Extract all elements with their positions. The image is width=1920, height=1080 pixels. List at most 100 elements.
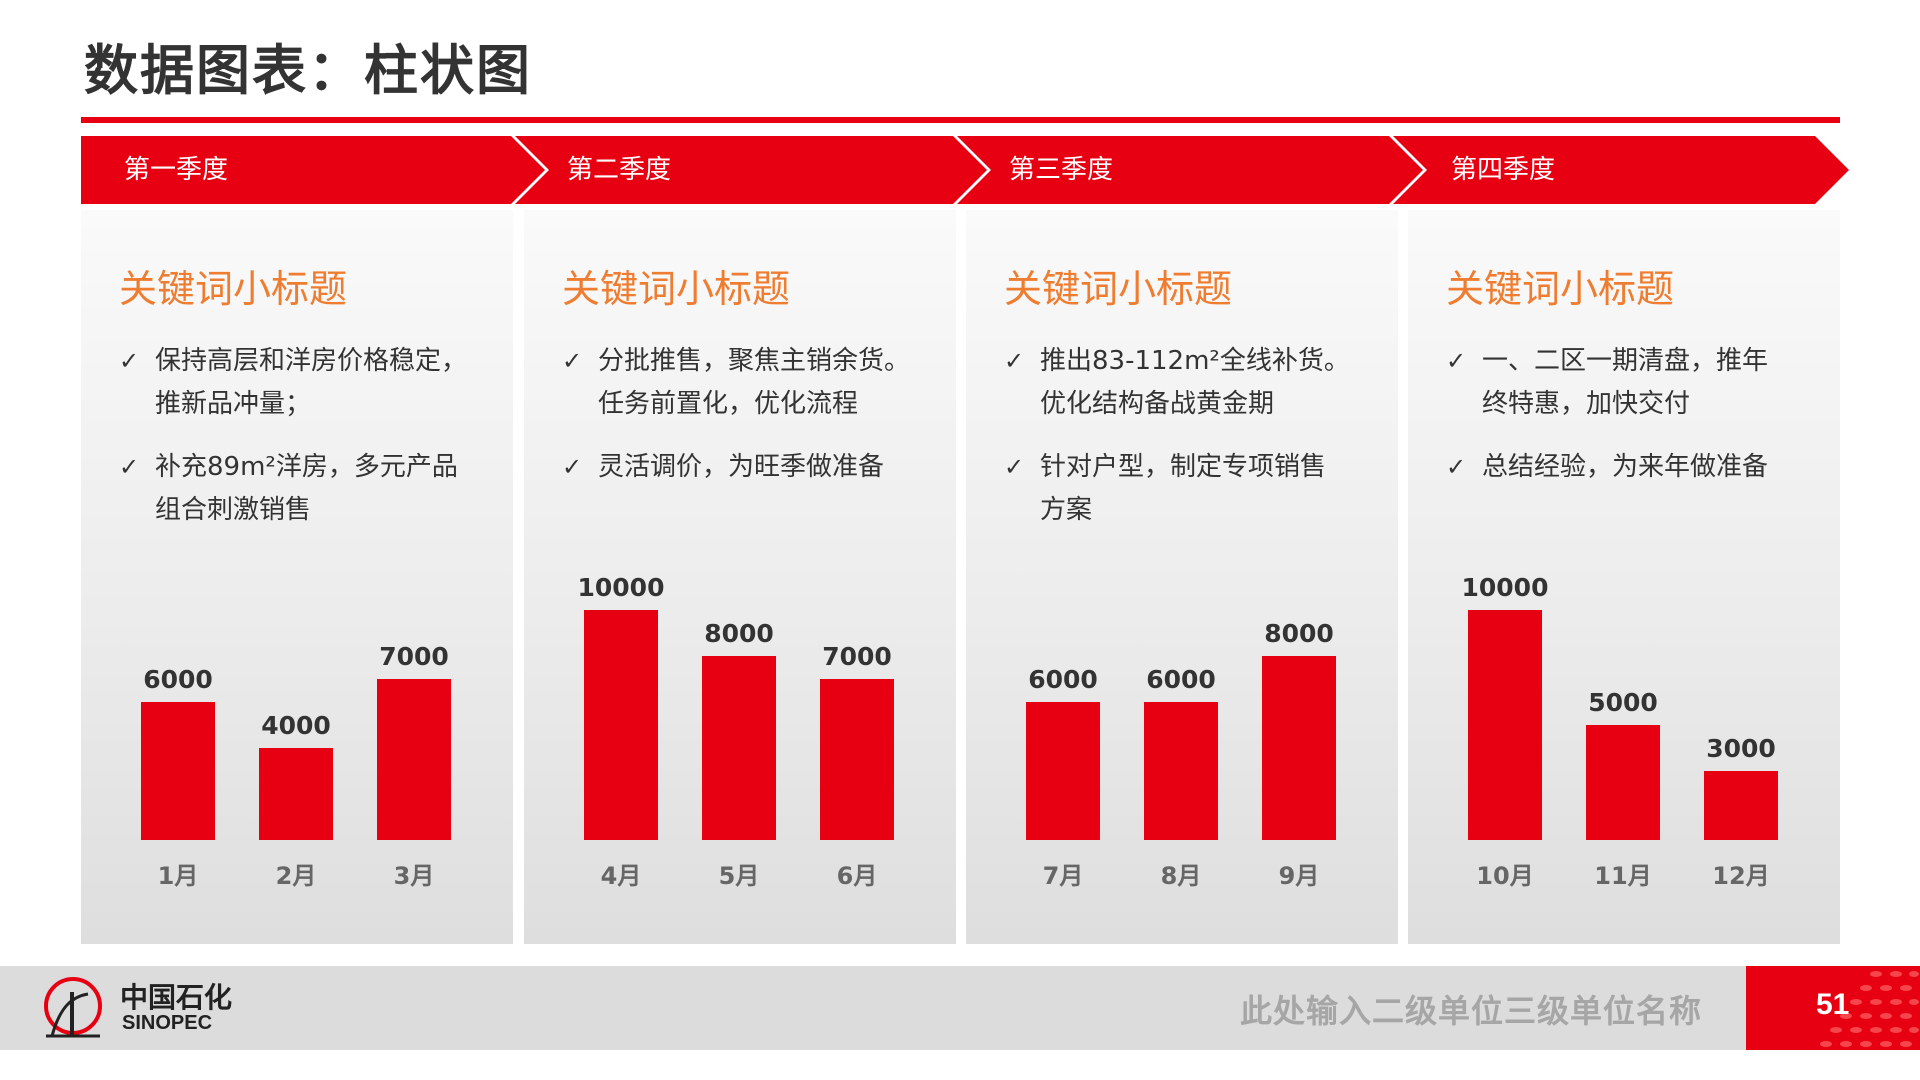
category-label: 1月: [158, 862, 199, 890]
category-label: 2月: [276, 862, 317, 890]
bullet-list: ✓ 推出83-112m²全线补货。 优化结构备战黄金期 ✓ 针对户型，制定专项销售 方案: [1004, 340, 1384, 552]
bar-chart: 10000 10月 5000 11月 3000 12月: [1462, 573, 1778, 890]
bullet-item: ✓ 总结经验，为来年做准备: [1446, 446, 1826, 489]
quarter-banner-arrows: [81, 136, 1849, 204]
checkmark-icon: ✓: [119, 347, 140, 375]
quarter-arrow-3: [957, 136, 1423, 204]
bullet-list: ✓ 一、二区一期清盘，推年 终特惠，加快交付 ✓ 总结经验，为来年做准备: [1446, 340, 1826, 509]
sinopec-logo-icon: [44, 977, 102, 1038]
bar-chart: 10000 4月 8000 5月 7000 6月: [578, 573, 894, 890]
bullet-item: ✓ 推出83-112m²全线补货。 优化结构备战黄金期: [1004, 340, 1384, 426]
bar: [584, 610, 658, 840]
category-label: 7月: [1043, 862, 1084, 890]
bullet-line: 保持高层和洋房价格稳定，: [155, 346, 468, 376]
bar-value-label: 6000: [143, 665, 213, 694]
quarter-panel: 关键词小标题 ✓ 分批推售，聚焦主销余货。 任务前置化，优化流程 ✓ 灵活调价，为旺季做准…: [524, 210, 956, 944]
bullet-line: 一、二区一期清盘，推年: [1482, 346, 1769, 376]
bar-value-label: 10000: [578, 573, 665, 602]
category-label: 11月: [1594, 862, 1651, 890]
bar: [820, 679, 894, 840]
bar: [1704, 771, 1778, 840]
bar-value-label: 10000: [1462, 573, 1549, 602]
bullet-line: 组合刺激销售: [155, 495, 312, 525]
quarter-label-1: 第一季度: [124, 155, 229, 185]
bar-value-label: 8000: [704, 619, 774, 648]
checkmark-icon: ✓: [119, 453, 140, 481]
bullet-list: ✓ 分批推售，聚焦主销余货。 任务前置化，优化流程 ✓ 灵活调价，为旺季做准备: [562, 340, 942, 509]
keyword-subtitle: 关键词小标题: [1446, 267, 1675, 311]
bullet-line: 补充89m²洋房，多元产品: [155, 452, 458, 482]
bullet-line: 方案: [1040, 495, 1093, 525]
bar-value-label: 7000: [822, 642, 892, 671]
bar-chart: 6000 1月 4000 2月 7000 3月: [141, 642, 451, 890]
quarter-label-2: 第二季度: [567, 155, 672, 185]
bullet-line: 推新品冲量；: [155, 389, 312, 419]
checkmark-icon: ✓: [1004, 453, 1025, 481]
bar: [1144, 702, 1218, 840]
bar-value-label: 8000: [1264, 619, 1334, 648]
keyword-subtitle: 关键词小标题: [119, 267, 348, 311]
bullet-line: 优化结构备战黄金期: [1040, 389, 1275, 419]
keyword-subtitle: 关键词小标题: [562, 267, 791, 311]
bullet-item: ✓ 分批推售，聚焦主销余货。 任务前置化，优化流程: [562, 340, 942, 426]
category-label: 8月: [1161, 862, 1202, 890]
bar: [141, 702, 215, 840]
bar: [1262, 656, 1336, 840]
checkmark-icon: ✓: [1446, 453, 1467, 481]
quarter-label-3: 第三季度: [1009, 155, 1114, 185]
page-number: 51: [1816, 988, 1850, 1021]
bullet-line: 针对户型，制定专项销售: [1040, 452, 1327, 482]
quarter-arrow-4: [1393, 136, 1849, 204]
bar-value-label: 3000: [1706, 734, 1776, 763]
bullet-item: ✓ 补充89m²洋房，多元产品 组合刺激销售: [119, 446, 499, 532]
category-label: 12月: [1712, 862, 1769, 890]
logo-english-text: SINOPEC: [122, 1012, 213, 1034]
bar-value-label: 4000: [261, 711, 331, 740]
bar: [377, 679, 451, 840]
category-label: 4月: [601, 862, 642, 890]
bullet-item: ✓ 针对户型，制定专项销售 方案: [1004, 446, 1384, 532]
bullet-line: 灵活调价，为旺季做准备: [598, 452, 885, 482]
footer-bar: 中国石化 SINOPEC 此处输入二级单位三级单位名称 51: [0, 966, 1920, 1050]
bullet-item: ✓ 灵活调价，为旺季做准备: [562, 446, 942, 489]
checkmark-icon: ✓: [562, 453, 583, 481]
category-label: 9月: [1279, 862, 1320, 890]
page-number-box: 51: [1746, 966, 1920, 1050]
quarter-panel: 关键词小标题 ✓ 保持高层和洋房价格稳定， 推新品冲量； ✓ 补充89m²洋房，多元产品组…: [81, 210, 513, 944]
quarter-arrow-2: [515, 136, 987, 204]
dot-pattern-decoration: [1820, 971, 1919, 1047]
bullet-list: ✓ 保持高层和洋房价格稳定， 推新品冲量； ✓ 补充89m²洋房，多元产品 组合刺激销售: [119, 340, 499, 552]
bullet-line: 总结经验，为来年做准备: [1482, 452, 1769, 482]
page-title: 数据图表：柱状图: [84, 39, 532, 102]
bar-value-label: 5000: [1588, 688, 1658, 717]
bullet-line: 推出83-112m²全线补货。: [1040, 346, 1350, 376]
bar: [1026, 702, 1100, 840]
checkmark-icon: ✓: [562, 347, 583, 375]
keyword-subtitle: 关键词小标题: [1004, 267, 1233, 311]
bar: [259, 748, 333, 840]
bar-value-label: 7000: [379, 642, 449, 671]
category-label: 3月: [394, 862, 435, 890]
bar-chart: 6000 7月 6000 8月 8000 9月: [1026, 619, 1336, 890]
bullet-line: 任务前置化，优化流程: [598, 389, 859, 419]
bar: [1468, 610, 1542, 840]
quarter-banner: 第一季度 第二季度 第三季度 第四季度: [81, 136, 1850, 204]
category-label: 10月: [1476, 862, 1533, 890]
bullet-item: ✓ 一、二区一期清盘，推年 终特惠，加快交付: [1446, 340, 1826, 426]
bullet-line: 终特惠，加快交付: [1482, 389, 1691, 419]
bar-value-label: 6000: [1146, 665, 1216, 694]
unit-name: 此处输入二级单位三级单位名称: [1239, 992, 1702, 1030]
category-label: 6月: [837, 862, 878, 890]
title-divider: [81, 117, 1840, 123]
checkmark-icon: ✓: [1446, 347, 1467, 375]
bar: [702, 656, 776, 840]
quarter-panel: 关键词小标题 ✓ 推出83-112m²全线补货。 优化结构备战黄金期 ✓ 针对户型，制定专…: [966, 210, 1398, 944]
quarter-panel: 关键词小标题 ✓ 一、二区一期清盘，推年 终特惠，加快交付 ✓ 总结经验，为来年做准备 10…: [1408, 210, 1840, 944]
quarter-arrow-1: [81, 136, 545, 204]
category-label: 5月: [719, 862, 760, 890]
bullet-line: 分批推售，聚焦主销余货。: [598, 346, 911, 376]
bullet-item: ✓ 保持高层和洋房价格稳定， 推新品冲量；: [119, 340, 499, 426]
bar-value-label: 6000: [1028, 665, 1098, 694]
bar: [1586, 725, 1660, 840]
